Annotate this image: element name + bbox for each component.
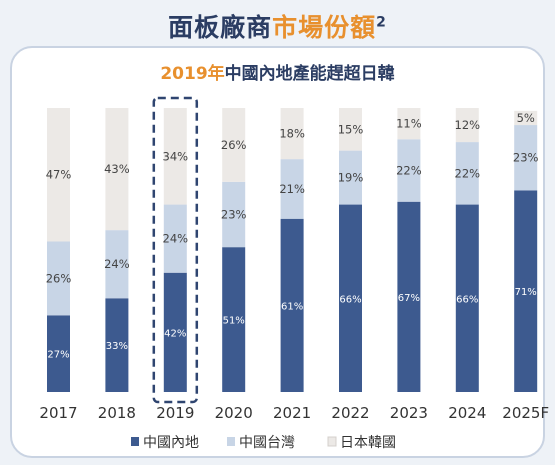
chart-title-year: 2019年 xyxy=(160,64,225,84)
x-tick-label-2025F: 2025F xyxy=(502,404,549,422)
data-label-2025F-2: 5% xyxy=(517,111,535,125)
bar-segment-2018-1 xyxy=(105,230,129,299)
bar-segment-2018-0 xyxy=(105,298,129,392)
data-label-2022-2: 15% xyxy=(338,122,364,136)
title-accent: 市場份額 xyxy=(272,13,377,42)
data-label-2018-2: 43% xyxy=(104,162,130,176)
bar-segment-2024-2 xyxy=(455,108,479,143)
highlight-box xyxy=(152,96,199,404)
legend-label-2: 日本韓國 xyxy=(340,435,396,451)
bar-segment-2020-1 xyxy=(222,181,246,248)
x-tick-label-2017: 2017 xyxy=(39,404,77,422)
bar-segment-2025F-0 xyxy=(514,190,538,392)
data-label-2023-0: 67% xyxy=(398,293,420,304)
page-title: 面板廠商市場份額2 xyxy=(0,8,555,44)
x-tick-label-2020: 2020 xyxy=(215,404,253,422)
bar-segment-2025F-2 xyxy=(514,110,538,126)
legend-label-1: 中國台灣 xyxy=(239,435,295,451)
bar-segment-2024-0 xyxy=(455,204,479,392)
legend-swatch-0 xyxy=(131,437,139,446)
data-label-2024-0: 66% xyxy=(456,294,478,305)
legend-swatch-1 xyxy=(227,437,235,446)
chart-title-text: 中國內地產能趕超日韓 xyxy=(224,64,395,84)
data-label-2017-0: 27% xyxy=(47,350,69,361)
bar-segment-2021-1 xyxy=(280,159,304,219)
bar-segment-2017-1 xyxy=(47,241,70,316)
bar-segment-2019-1 xyxy=(163,204,187,273)
data-label-2024-2: 12% xyxy=(455,118,481,132)
data-label-2020-2: 26% xyxy=(221,138,247,152)
x-tick-label-2021: 2021 xyxy=(273,404,311,422)
bar-segment-2023-0 xyxy=(397,201,421,392)
data-label-2019-1: 24% xyxy=(163,232,189,246)
data-label-2020-1: 23% xyxy=(221,208,247,222)
bar-segment-2021-2 xyxy=(280,108,304,160)
data-label-2022-0: 66% xyxy=(339,294,361,305)
bar-segment-2017-0 xyxy=(47,315,70,392)
data-label-2021-2: 18% xyxy=(279,127,305,141)
bar-segment-2019-0 xyxy=(163,272,187,392)
bar-segment-2025F-1 xyxy=(514,125,538,191)
data-label-2023-2: 11% xyxy=(396,117,422,131)
x-tick-label-2018: 2018 xyxy=(98,404,136,422)
data-label-2021-1: 21% xyxy=(279,182,305,196)
legend: 中國內地 中國台灣 日本韓國 xyxy=(131,435,396,451)
data-label-2018-1: 24% xyxy=(104,257,130,271)
legend-swatch-2 xyxy=(327,436,337,447)
data-label-2019-0: 42% xyxy=(164,328,186,339)
bar-segment-2023-1 xyxy=(397,139,421,202)
data-label-2023-1: 22% xyxy=(396,163,422,177)
data-label-2024-1: 22% xyxy=(455,166,481,180)
bar-segment-2019-2 xyxy=(163,108,187,205)
data-label-2017-2: 47% xyxy=(46,168,72,182)
data-label-2025F-0: 71% xyxy=(515,287,537,298)
data-label-2017-1: 26% xyxy=(46,271,72,285)
data-label-2018-0: 33% xyxy=(106,341,128,352)
x-tick-label-2022: 2022 xyxy=(331,404,369,422)
bars-group: 27% 26% 47% 2017 33% 24% 43% 2018 42% 24% 34% 2019 5… xyxy=(39,96,549,422)
bar-segment-2022-0 xyxy=(339,204,362,392)
data-label-2025F-1: 23% xyxy=(513,151,539,165)
data-label-2022-1: 19% xyxy=(338,171,364,185)
bar-segment-2021-0 xyxy=(280,218,304,392)
x-tick-label-2023: 2023 xyxy=(390,404,428,422)
bar-segment-2017-2 xyxy=(47,108,70,242)
bar-segment-2024-1 xyxy=(455,142,479,205)
legend-label-0: 中國內地 xyxy=(143,435,199,451)
bar-segment-2022-2 xyxy=(339,108,362,151)
data-label-2019-2: 34% xyxy=(163,149,189,163)
data-label-2020-0: 51% xyxy=(223,316,245,327)
bar-segment-2023-2 xyxy=(397,108,421,140)
bar-segment-2020-0 xyxy=(222,247,246,392)
x-tick-label-2024: 2024 xyxy=(448,404,486,422)
title-main: 面板廠商 xyxy=(168,13,273,42)
title-superscript: 2 xyxy=(376,14,387,31)
bar-segment-2020-2 xyxy=(222,108,246,182)
bar-segment-2022-1 xyxy=(339,150,362,205)
data-label-2021-0: 61% xyxy=(281,301,303,312)
chart-title: 2019年中國內地產能趕超日韓 xyxy=(0,59,555,84)
bar-segment-2018-2 xyxy=(105,108,129,231)
x-tick-label-2019: 2019 xyxy=(156,404,194,422)
